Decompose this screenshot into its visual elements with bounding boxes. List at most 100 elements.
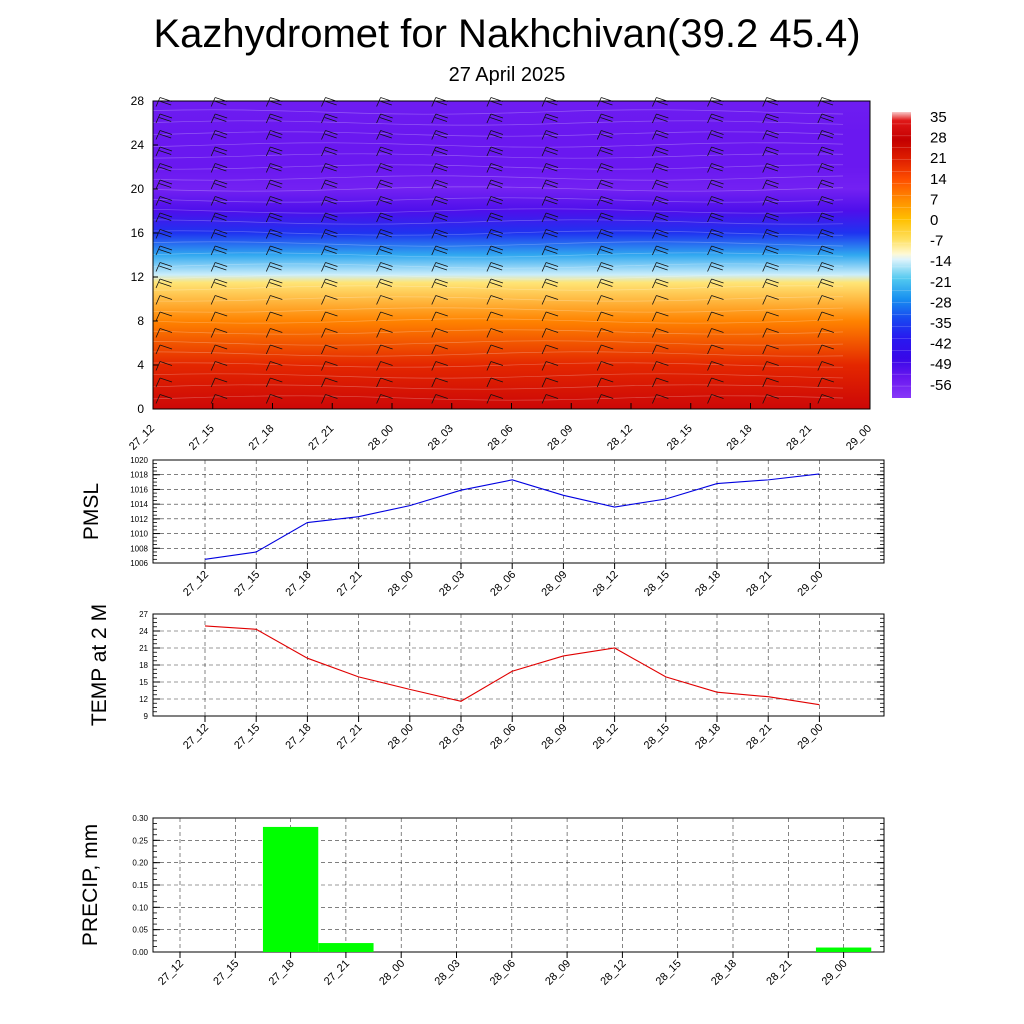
barb-flag <box>545 163 559 168</box>
barb-flag <box>545 265 558 271</box>
barb-flag <box>711 163 724 168</box>
barb-flag <box>710 183 723 188</box>
wind-barb <box>155 311 173 322</box>
barb-flag <box>269 249 282 254</box>
wind-barb <box>265 377 283 388</box>
barb-flag <box>159 265 172 271</box>
barb-flag <box>766 212 779 218</box>
barb-staff <box>376 97 381 107</box>
barb-staff <box>265 245 271 256</box>
barb-staff <box>376 361 381 371</box>
wind-barb <box>652 295 669 305</box>
wind-barb <box>376 196 393 206</box>
barb-flag <box>600 133 613 139</box>
wind-barb <box>265 278 283 289</box>
wind-barb <box>762 146 779 157</box>
barb-flag <box>159 216 172 221</box>
barb-staff <box>321 311 326 322</box>
barb-staff <box>265 113 271 124</box>
barb-flag <box>656 163 669 168</box>
barb-staff <box>652 113 657 124</box>
barb-flag <box>214 117 227 122</box>
barb-staff <box>210 394 216 404</box>
wind-barb <box>431 163 448 173</box>
wind-barb <box>541 311 559 322</box>
wind-barb <box>652 245 669 256</box>
barb-flag <box>766 328 779 333</box>
barb-flag <box>269 133 282 139</box>
barb-staff <box>265 394 271 404</box>
wind-barb <box>210 196 228 206</box>
wind-barb <box>210 163 228 173</box>
barb-staff <box>707 344 712 355</box>
barb-staff <box>431 97 437 107</box>
barb-staff <box>817 278 823 289</box>
barb-flag <box>214 249 227 254</box>
barb-staff <box>210 179 216 190</box>
barb-staff <box>376 229 381 239</box>
barb-staff <box>265 146 271 157</box>
heatmap-xtick-label: 28_21 <box>784 423 814 453</box>
wind-barb <box>486 229 504 239</box>
barb-staff <box>376 328 381 338</box>
xtick-label: 29_00 <box>795 569 825 599</box>
barb-flag <box>379 183 392 188</box>
barb-flag <box>765 265 779 271</box>
barb-flag <box>380 146 393 152</box>
barb-flag <box>489 133 503 139</box>
barb-staff <box>486 212 492 223</box>
barb-flag <box>379 199 392 205</box>
colorbar-label: -42 <box>930 336 952 353</box>
barb-flag <box>325 311 338 317</box>
barb-staff <box>210 163 216 173</box>
barb-staff <box>541 130 547 140</box>
barb-flag <box>435 328 448 333</box>
barb-flag <box>490 262 504 267</box>
wind-barb <box>486 311 504 322</box>
barb-staff <box>210 262 216 272</box>
wind-barb <box>376 311 393 322</box>
barb-flag <box>214 282 227 287</box>
barb-flag <box>324 232 337 238</box>
barb-flag <box>379 216 392 221</box>
barb-flag <box>435 245 448 251</box>
barb-staff <box>376 245 381 256</box>
barb-flag <box>435 212 448 218</box>
barb-flag <box>821 377 834 383</box>
isoline <box>152 373 844 379</box>
barb-flag <box>820 117 834 122</box>
barb-flag <box>325 262 338 267</box>
xtick-label: 28_03 <box>437 569 467 599</box>
colorbar-label: 14 <box>930 171 947 188</box>
barb-flag <box>710 150 723 155</box>
barb-staff <box>486 394 492 404</box>
xtick-label: 27_12 <box>181 569 211 599</box>
barb-flag <box>379 117 392 122</box>
barb-flag <box>545 130 559 135</box>
barb-staff <box>155 278 161 289</box>
barb-staff <box>155 229 161 239</box>
barb-flag <box>656 196 669 201</box>
barb-flag <box>215 394 228 399</box>
wind-barb <box>265 196 283 206</box>
barb-flag <box>601 278 614 284</box>
ytick-label: 0.15 <box>132 881 148 890</box>
barb-flag <box>821 311 834 317</box>
wind-barb <box>486 113 504 124</box>
barb-flag <box>159 212 173 218</box>
wind-barb <box>376 146 393 157</box>
barb-staff <box>652 361 657 371</box>
barb-staff <box>707 146 712 157</box>
barb-staff <box>210 146 216 157</box>
wind-barb <box>376 245 393 256</box>
barb-staff <box>210 113 216 124</box>
ylabel: PMSL <box>80 483 103 540</box>
barb-staff <box>541 229 547 239</box>
wind-barb <box>707 245 724 256</box>
wind-barb <box>596 344 614 355</box>
barb-flag <box>215 311 228 317</box>
wind-barb <box>817 146 834 157</box>
barb-staff <box>155 344 161 355</box>
barb-flag <box>490 179 504 185</box>
barb-staff <box>486 146 492 157</box>
